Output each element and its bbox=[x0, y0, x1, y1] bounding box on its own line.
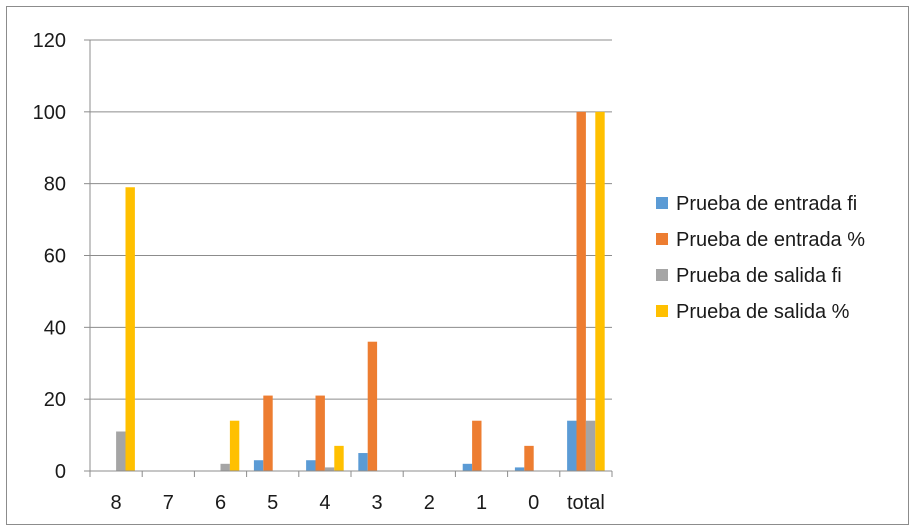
legend-label: Prueba de salida fi bbox=[676, 265, 842, 287]
bar-prueba-de-salida-4 bbox=[334, 445, 344, 471]
x-category-label: 5 bbox=[267, 492, 278, 514]
bar-prueba-de-entrada-3 bbox=[367, 341, 378, 471]
bar-prueba-de-entrada-fi-5 bbox=[253, 460, 264, 471]
bar-prueba-de-entrada-1 bbox=[472, 420, 482, 471]
y-tick-label: 0 bbox=[55, 461, 66, 483]
bar-prueba-de-salida-6 bbox=[229, 420, 240, 471]
bar-prueba-de-entrada-0 bbox=[524, 445, 534, 471]
bar-prueba-de-salida-fi-4 bbox=[324, 467, 335, 471]
axes: 0 20 40 60 80 100 120 8 7 6 5 4 3 2 1 0 total bbox=[33, 30, 613, 514]
chart-frame bbox=[6, 6, 909, 525]
bar-prueba-de-entrada-fi-0 bbox=[514, 467, 525, 471]
y-tick-label: 100 bbox=[33, 102, 66, 124]
x-category-label: 1 bbox=[476, 492, 487, 514]
y-tick-label: 80 bbox=[44, 174, 66, 196]
legend-swatch bbox=[656, 269, 668, 281]
gridlines bbox=[90, 39, 612, 400]
legend-swatch bbox=[656, 233, 668, 245]
x-category-label: 3 bbox=[372, 492, 383, 514]
legend-label: Prueba de salida % bbox=[676, 301, 850, 323]
x-category-label: 2 bbox=[424, 492, 435, 514]
legend: Prueba de entrada fi Prueba de entrada % P… bbox=[656, 193, 865, 323]
x-category-label: 0 bbox=[528, 492, 539, 514]
y-tick-label: 60 bbox=[44, 246, 66, 268]
bar-prueba-de-entrada-fi-4 bbox=[306, 460, 316, 471]
bars bbox=[116, 111, 605, 471]
x-category-label: 7 bbox=[163, 492, 174, 514]
bar-prueba-de-entrada-fi-3 bbox=[358, 453, 368, 471]
bar-prueba-de-entrada-4 bbox=[315, 395, 325, 471]
bar-prueba-de-salida-8 bbox=[125, 187, 135, 471]
y-tick-label: 120 bbox=[33, 30, 66, 52]
legend-swatch bbox=[656, 305, 668, 317]
bar-prueba-de-salida-total bbox=[595, 111, 605, 471]
legend-swatch bbox=[656, 197, 668, 209]
legend-label: Prueba de entrada % bbox=[676, 229, 865, 251]
x-category-label: 4 bbox=[319, 492, 330, 514]
bar-prueba-de-entrada-fi-total bbox=[567, 420, 577, 471]
bar-prueba-de-salida-fi-8 bbox=[116, 431, 126, 471]
bar-prueba-de-salida-fi-total bbox=[585, 420, 596, 471]
x-category-label: 6 bbox=[215, 492, 226, 514]
x-category-label: total bbox=[567, 492, 605, 514]
y-tick-label: 40 bbox=[44, 317, 66, 339]
x-category-label: 8 bbox=[111, 492, 122, 514]
bar-prueba-de-entrada-fi-1 bbox=[462, 463, 473, 471]
legend-label: Prueba de entrada fi bbox=[676, 193, 857, 215]
bar-prueba-de-entrada-5 bbox=[263, 395, 273, 471]
bar-prueba-de-salida-fi-6 bbox=[220, 463, 230, 471]
y-tick-label: 20 bbox=[44, 389, 66, 411]
bar-prueba-de-entrada-total bbox=[576, 111, 586, 471]
